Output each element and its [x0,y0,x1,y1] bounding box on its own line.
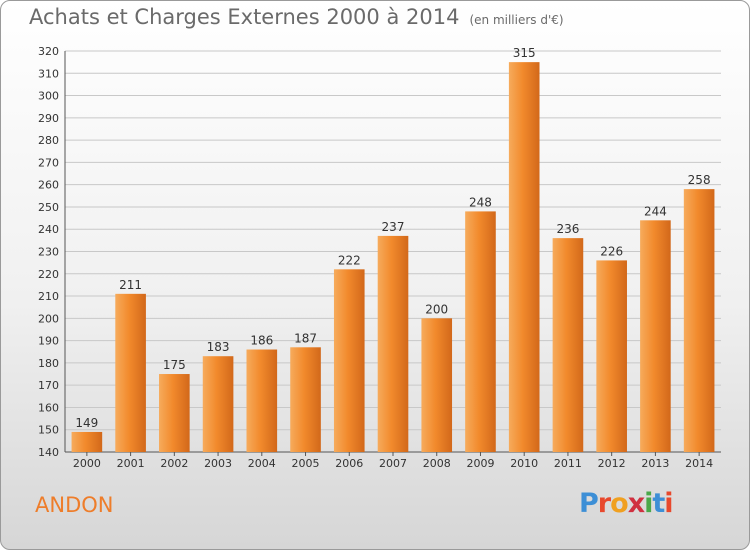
x-tick-label-2007: 2007 [379,457,407,470]
y-tick-label: 290 [38,112,59,125]
x-tick-label-2006: 2006 [335,457,363,470]
y-tick-label: 320 [38,45,59,58]
y-tick-label: 260 [38,179,59,192]
y-tick-label: 300 [38,90,59,103]
bar-2005 [290,347,321,452]
logo-letter: o [610,488,629,519]
y-tick-label: 190 [38,335,59,348]
bar-2013 [640,220,671,452]
bar-2001 [115,293,146,452]
y-tick-labels: 140 150 160 170 180 190 200 210 220 230 240 250 260 2… [38,45,59,459]
x-tick-label-2001: 2001 [117,457,145,470]
x-tick-label-2000: 2000 [73,457,101,470]
bar-2000 [71,431,103,452]
y-tick-label: 160 [38,401,59,414]
value-label-2006: 222 [338,253,361,267]
y-tick-label: 270 [38,156,59,169]
x-tick-label-2012: 2012 [598,457,626,470]
logo-letter: x [627,488,645,519]
bar-2002 [159,374,190,452]
chart-title-block: Achats et Charges Externes 2000 à 2014 (e… [29,5,564,29]
chart-title: Achats et Charges Externes 2000 à 2014 [29,5,460,29]
y-tick-label: 220 [38,268,59,281]
value-label-2009: 248 [469,195,492,209]
x-tick-label-2004: 2004 [248,457,276,470]
y-tick-label: 180 [38,357,59,370]
value-label-2014: 258 [688,173,711,187]
logo-letter: i [664,488,673,519]
bar-2011 [552,238,584,452]
chart-subtitle: (en milliers d'€) [469,13,564,27]
value-labels: 149 211 175 183 186 187 222 237 200 248 315 236 226 2… [75,46,710,430]
bar-2008 [421,318,453,452]
bar-2010 [508,62,540,453]
y-tick-label: 240 [38,223,59,236]
value-label-2008: 200 [425,302,448,316]
logo-letter: r [597,488,611,519]
bar-2003 [202,356,234,452]
x-tick-label-2011: 2011 [554,457,582,470]
logo-letter: t [652,488,665,519]
y-tick-label: 170 [38,379,59,392]
bar-2012 [596,260,627,452]
y-tick-label: 210 [38,290,59,303]
y-tick-label: 140 [38,446,59,459]
logo-letter: i [644,488,653,519]
value-label-2010: 315 [513,46,536,60]
x-tick-label-2002: 2002 [160,457,188,470]
value-label-2000: 149 [75,416,98,430]
x-tick-label-2013: 2013 [641,457,669,470]
logo-letter: P [579,488,599,519]
proxiti-logo: Proxiti [579,488,674,519]
y-tick-label: 200 [38,312,59,325]
x-tick-label-2005: 2005 [292,457,320,470]
y-tick-label: 150 [38,424,59,437]
value-label-2007: 237 [382,220,405,234]
value-label-2004: 186 [250,334,273,348]
value-label-2005: 187 [294,331,317,345]
x-tick-label-2003: 2003 [204,457,232,470]
x-tick-label-2010: 2010 [510,457,538,470]
bar-2004 [246,349,278,452]
commune-name: ANDON [35,493,114,517]
value-label-2003: 183 [207,340,230,354]
value-label-2013: 244 [644,204,667,218]
x-tick-labels: 2000 2001 2002 2003 2004 2005 2006 2007 2008 2009… [73,452,713,470]
bar-2009 [465,211,496,452]
x-tick-label-2009: 2009 [466,457,494,470]
value-label-2001: 211 [119,278,142,292]
y-tick-label: 310 [38,67,59,80]
bar-2007 [377,235,409,452]
y-tick-label: 230 [38,246,59,259]
x-tick-label-2014: 2014 [685,457,713,470]
bar-2014 [683,189,715,452]
y-tick-label: 280 [38,134,59,147]
y-tick-label: 250 [38,201,59,214]
bars [71,62,715,453]
value-label-2012: 226 [600,244,623,258]
value-label-2002: 175 [163,358,186,372]
bar-2006 [333,269,365,452]
x-tick-label-2008: 2008 [423,457,451,470]
value-label-2011: 236 [556,222,579,236]
